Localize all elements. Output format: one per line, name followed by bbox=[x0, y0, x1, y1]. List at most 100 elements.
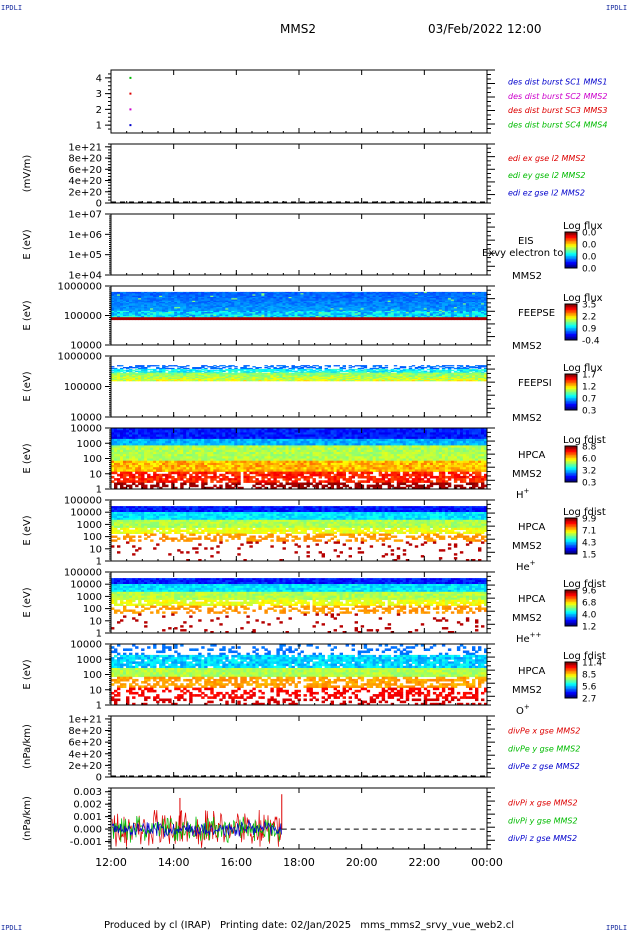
panel-feeps_e-cell bbox=[162, 300, 166, 303]
panel-feeps_e-cell bbox=[333, 317, 337, 319]
panel-feeps_e-cell bbox=[132, 294, 136, 297]
panel-feeps_i-cell bbox=[207, 378, 211, 380]
panel-feeps_i-cell bbox=[456, 372, 461, 374]
panel-feeps_i-cell bbox=[117, 375, 121, 377]
panel-feeps_i-cell bbox=[456, 373, 461, 375]
panel-feeps_i-cell bbox=[249, 374, 253, 376]
panel-feeps_i-cell bbox=[459, 373, 464, 375]
panel-feeps_i-cell bbox=[366, 369, 371, 372]
panel-feeps_e-cell bbox=[348, 297, 352, 299]
panel-feeps_e-cell bbox=[234, 305, 238, 308]
panel-feeps_e-cell bbox=[465, 313, 470, 316]
panel-feeps_e-cell bbox=[475, 307, 479, 309]
panel-feeps_e-cell bbox=[276, 297, 280, 299]
panel-feeps_i-cell bbox=[450, 377, 455, 379]
panel-feeps_e-cell bbox=[354, 300, 358, 303]
panel-feeps_e-cell bbox=[174, 297, 178, 299]
panel-feeps_e-cell bbox=[159, 313, 163, 316]
panel-feeps_e-cell bbox=[204, 307, 208, 309]
panel-feeps_e-cell bbox=[414, 298, 419, 300]
panel-feeps_i-cell bbox=[459, 365, 464, 367]
panel-feeps_e-cell bbox=[330, 312, 334, 314]
panel-feeps_e-cell bbox=[186, 308, 190, 310]
panel-feeps_e-cell bbox=[240, 310, 244, 313]
panel-feeps_e-cell bbox=[111, 298, 115, 300]
panel-feeps_e-cell bbox=[195, 318, 199, 321]
panel-feeps_i-cell bbox=[441, 370, 446, 372]
panel-feeps_i-cell bbox=[384, 379, 389, 381]
panel-feeps_e-cell bbox=[429, 312, 434, 314]
panel-feeps_i-cell bbox=[369, 379, 374, 381]
panel-feeps_i-cell bbox=[453, 373, 458, 375]
panel-feeps_e-cell bbox=[132, 318, 136, 321]
panel-feeps_i-cell bbox=[351, 379, 355, 381]
panel-feeps_e-cell bbox=[138, 304, 142, 307]
panel-feeps_e-cell bbox=[150, 291, 154, 294]
panel-feeps_i-cell bbox=[441, 371, 446, 373]
panel-feeps_i-cell bbox=[186, 380, 190, 382]
panel-feeps_i-cell bbox=[186, 373, 190, 375]
panel-feeps_i-cell bbox=[285, 376, 289, 378]
panel-feeps_e-cell bbox=[144, 300, 148, 303]
panel-feeps_i-cell bbox=[264, 368, 268, 371]
panel-feeps_i-cell bbox=[207, 377, 211, 379]
panel-feeps_i-cell bbox=[168, 373, 172, 375]
panel-feeps_e-cell bbox=[147, 302, 151, 304]
panel-feeps_e-cell bbox=[360, 303, 365, 305]
panel-feeps_i-cell bbox=[270, 368, 274, 371]
panel-feeps_e-cell bbox=[405, 307, 410, 309]
panel-feeps_e-cell bbox=[285, 305, 289, 308]
panel-feeps_e-cell bbox=[324, 300, 328, 303]
panel-feeps_i-cell bbox=[330, 374, 334, 376]
panel-feeps_i-cell bbox=[282, 370, 286, 372]
panel-feeps_i-cell bbox=[126, 374, 130, 376]
panel-feeps_i-cell bbox=[481, 368, 485, 371]
panel-feeps_i-cell bbox=[429, 373, 434, 375]
panel-feeps_e-colorbar-cell bbox=[565, 335, 577, 338]
panel-feeps_i-cell bbox=[243, 374, 247, 376]
panel-feeps_e-cell bbox=[210, 305, 214, 308]
panel-feeps_i-cell bbox=[387, 372, 392, 374]
panel-feeps_i-cell bbox=[165, 372, 169, 374]
panel-feeps_i-cell bbox=[153, 373, 157, 375]
panel-feeps_i-cell bbox=[267, 366, 271, 368]
panel-feeps_i-cell bbox=[141, 366, 145, 368]
panel-feeps_e-cell bbox=[252, 305, 256, 308]
panel-feeps_i-cell bbox=[318, 374, 322, 376]
panel-feeps_i-cell bbox=[363, 371, 368, 373]
panel-feeps_e-cell bbox=[399, 295, 404, 298]
panel-feeps_i-cell bbox=[174, 370, 178, 372]
panel-feeps_e-cell bbox=[351, 309, 355, 312]
panel-feeps_i-cell bbox=[318, 366, 322, 368]
panel-feeps_i-cell bbox=[258, 368, 262, 371]
panel-feeps_i-cell bbox=[318, 375, 322, 377]
panel-feeps_e-cell bbox=[180, 314, 184, 317]
panel-feeps_i-cell bbox=[369, 376, 374, 378]
panel-feeps_i-cell bbox=[294, 366, 298, 368]
panel-feeps_e-cell bbox=[300, 294, 304, 297]
panel-feeps_e-cell bbox=[258, 298, 262, 300]
panel-feeps_e-cell bbox=[469, 305, 473, 308]
panel-feeps_e-cell bbox=[478, 291, 482, 294]
panel-feeps_i-cell bbox=[225, 369, 229, 372]
panel-feeps_e-cell bbox=[390, 313, 395, 316]
panel-feeps_e-cell bbox=[162, 308, 166, 310]
panel-feeps_e-cell bbox=[384, 300, 389, 303]
panel-feeps_e-cell bbox=[126, 297, 130, 299]
panel-feeps_i-cell bbox=[360, 367, 365, 370]
panel-feeps_i-cell bbox=[414, 367, 419, 369]
panel-feeps_i-cell bbox=[138, 365, 142, 367]
panel-feeps_e-cell bbox=[402, 307, 407, 309]
panel-feeps_e-cell bbox=[174, 300, 178, 303]
panel-feeps_i-cell bbox=[276, 376, 280, 378]
panel-feeps_e-cell bbox=[153, 294, 157, 297]
panel-feeps_e-cell bbox=[150, 298, 154, 300]
panel-feeps_i-cell bbox=[249, 373, 253, 375]
panel-feeps_i-cell bbox=[297, 377, 301, 379]
panel-feeps_i-cell bbox=[240, 375, 244, 377]
panel-feeps_i-cell bbox=[225, 374, 229, 376]
panel-feeps_e-cell bbox=[264, 304, 268, 307]
panel-feeps_e-cell bbox=[372, 298, 377, 300]
panel-feeps_i-cell bbox=[429, 378, 434, 380]
panel-feeps_e-cell bbox=[135, 300, 139, 303]
